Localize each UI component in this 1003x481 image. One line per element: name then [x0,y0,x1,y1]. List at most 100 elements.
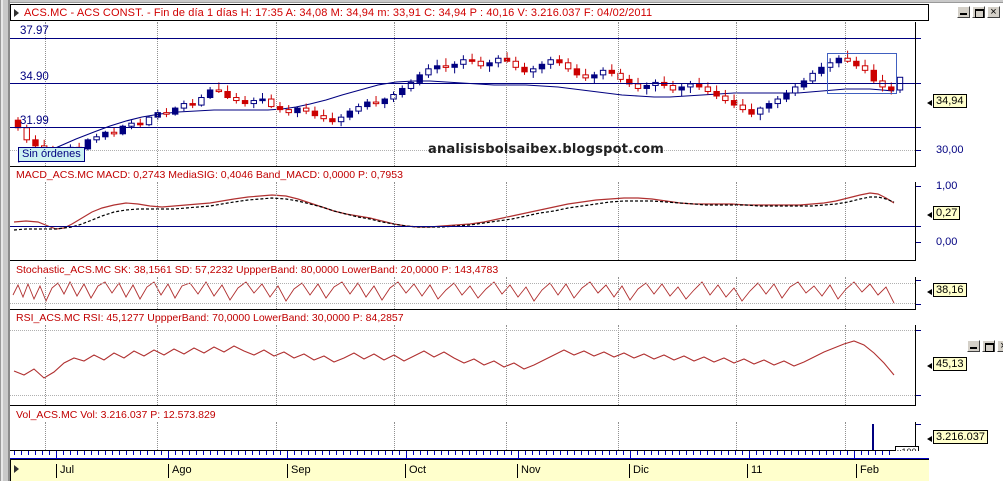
time-tick [497,451,498,455]
timeaxis-arrow-icon[interactable] [14,465,19,473]
volume-axis[interactable] [915,422,929,451]
candle-body [564,62,572,70]
time-tick [14,451,15,455]
candle-body [573,68,581,76]
candle-body [215,89,223,93]
price-cursor-value: 34,94 [933,94,967,108]
time-tick [280,451,281,455]
candle-body [399,87,406,96]
macd-cursor-arrow [927,212,932,218]
time-tick [266,451,267,455]
chart-title-bar[interactable]: ACS.MC - ACS CONST. - Fin de día 1 días … [10,4,929,21]
candle-body [110,131,118,135]
candle-body [416,74,423,83]
price-panel: 37.97 34.90 31.99 analisisbolsaibex.blog… [10,22,967,167]
time-tick [35,451,36,455]
time-tick [469,451,470,455]
time-tick [294,451,295,455]
candle-body [617,72,624,80]
macd-maximize-button[interactable] [982,340,995,352]
expand-arrow-icon[interactable] [14,8,19,17]
time-axis-tick-sep: Sep [287,464,311,478]
time-tick [798,451,799,455]
time-tick [301,451,302,455]
time-tick [147,451,148,455]
price-level-line [10,83,915,84]
price-plot[interactable]: 37.97 34.90 31.99 analisisbolsaibex.blog… [10,22,915,167]
no-orders-badge[interactable]: Sin órdenes [18,147,85,162]
candle-body [329,118,336,123]
stochastic-plot[interactable] [10,277,915,310]
close-button[interactable] [987,6,1000,18]
macd-axis[interactable] [915,182,929,261]
macd-axis-label-top: 1,00 [936,180,958,192]
time-tick [532,451,533,455]
candle-body [547,59,554,65]
time-tick [119,451,120,455]
time-tick [126,451,127,455]
candle-body [189,103,196,106]
rsi-plot[interactable] [10,325,915,406]
rsi-lower-band [10,395,915,396]
price-label-mid: 34.90 [20,71,49,83]
time-axis-tick-11: 11 [747,464,762,478]
time-tick [511,451,512,455]
candle-body [521,66,528,73]
macd-close-button[interactable] [997,340,1003,352]
gridline-vertical [506,22,507,166]
chart-rectangle-annotation[interactable] [827,53,897,94]
time-tick [777,451,778,455]
time-tick [434,451,435,455]
time-tick [336,451,337,455]
candle-body [870,69,878,82]
time-tick [539,451,540,455]
time-tick [259,451,260,455]
candle-body [678,86,685,91]
time-tick [385,451,386,455]
time-tick [609,451,610,455]
volume-plot[interactable] [10,422,915,451]
rsi-axis[interactable] [915,325,929,406]
time-tick [742,451,743,455]
stochastic-axis[interactable] [915,277,929,310]
time-tick [70,451,71,455]
maximize-button[interactable] [972,6,985,18]
macd-minimize-button[interactable] [967,340,980,352]
minimize-button[interactable] [957,6,970,18]
candle-body [145,116,153,126]
time-tick [693,451,694,455]
macd-plot[interactable] [10,182,915,261]
time-tick [595,451,596,455]
candle-body [425,68,432,76]
candle-body [320,115,327,120]
time-tick [238,451,239,455]
time-tick [707,451,708,455]
time-axis[interactable]: Jul Ago Sep Oct Nov Dic 11 Feb [10,459,929,481]
time-tick [812,451,813,455]
candle-body [809,72,816,82]
time-tick [504,451,505,455]
time-tick [721,451,722,455]
candle-body [241,100,249,105]
candle-body [433,65,441,70]
rsi-series [13,340,895,379]
price-axis[interactable] [915,22,929,167]
macd-panel: MACD_ACS.MC MACD: 0,2743 MediaSIG: 0,404… [10,168,1003,352]
time-tick [805,451,806,455]
candle-body [748,109,755,115]
time-tick [413,451,414,455]
gridline-vertical [736,22,737,166]
candle-body [783,92,790,100]
candle-body [608,69,616,74]
time-axis-tick-jul: Jul [56,464,74,478]
candle-body [538,63,546,70]
time-axis-tick-dic: Dic [629,464,649,478]
time-tick [448,451,449,455]
price-level-line [10,38,915,39]
time-tick [567,451,568,455]
time-tick [889,451,890,455]
macd-window-controls[interactable] [967,340,1003,352]
window-controls[interactable] [957,6,1000,18]
candle-body [355,106,362,112]
gridline-vertical [45,22,46,166]
